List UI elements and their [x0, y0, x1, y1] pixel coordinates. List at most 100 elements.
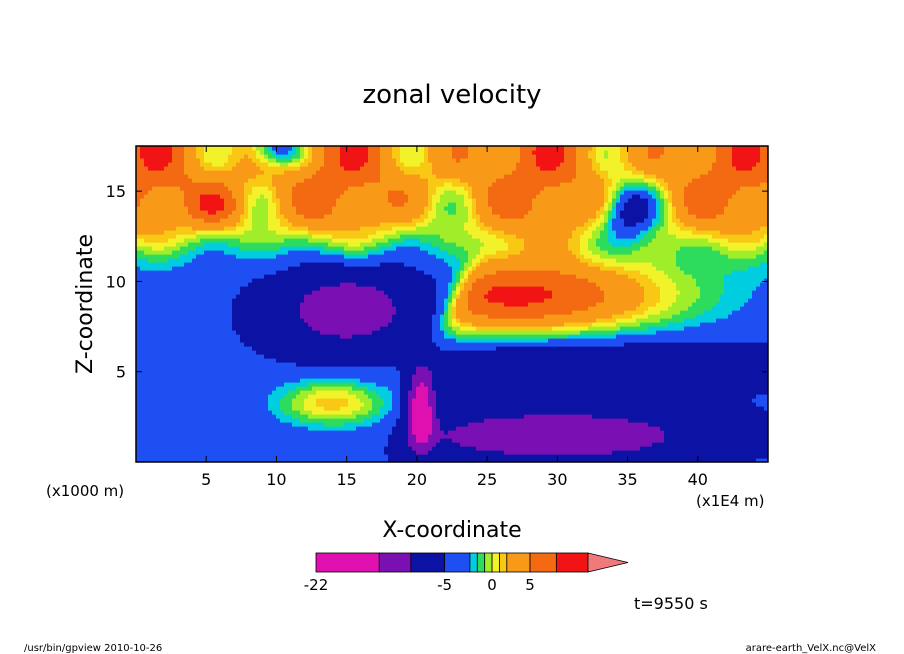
- field-cell: [404, 170, 433, 175]
- field-cell: [608, 218, 613, 223]
- field-cell: [588, 218, 597, 223]
- field-cell: [172, 154, 185, 159]
- field-cell: [388, 454, 768, 459]
- field-cell: [644, 170, 709, 175]
- field-cell: [616, 202, 625, 207]
- field-cell: [460, 286, 465, 291]
- field-cell: [252, 146, 257, 151]
- field-cell: [608, 214, 613, 219]
- field-cell: [136, 270, 277, 275]
- field-cell: [656, 182, 661, 187]
- field-cell: [568, 246, 581, 251]
- field-cell: [324, 162, 341, 167]
- field-cell: [252, 190, 273, 195]
- field-cell: [232, 318, 305, 323]
- field-cell: [728, 314, 768, 319]
- field-cell: [200, 162, 213, 167]
- field-cell: [308, 150, 313, 155]
- field-cell: [428, 398, 437, 403]
- field-cell: [184, 190, 233, 195]
- x-axis-label: X-coordinate: [382, 518, 521, 543]
- field-cell: [300, 314, 393, 319]
- field-cell: [440, 346, 497, 351]
- field-cell: [644, 310, 661, 315]
- field-cell: [304, 158, 313, 163]
- field-cell: [536, 146, 565, 151]
- field-cell: [712, 306, 741, 311]
- field-cell: [448, 250, 469, 255]
- field-cell: [272, 410, 285, 415]
- field-cell: [460, 326, 477, 331]
- field-cell: [312, 234, 333, 239]
- field-cell: [276, 150, 289, 155]
- field-cell: [432, 370, 768, 375]
- field-cell: [608, 150, 621, 155]
- field-cell: [140, 202, 185, 207]
- field-cell: [576, 226, 589, 231]
- field-cell: [456, 206, 469, 211]
- field-cell: [396, 162, 405, 167]
- field-cell: [676, 206, 689, 211]
- field-cell: [708, 170, 768, 175]
- field-cell: [448, 282, 453, 287]
- field-cell: [728, 254, 757, 259]
- field-cell: [436, 294, 449, 299]
- field-cell: [436, 286, 449, 291]
- field-cell: [368, 234, 385, 239]
- field-cell: [476, 206, 493, 211]
- field-cell: [632, 194, 641, 199]
- field-cell: [760, 146, 768, 151]
- field-cell: [488, 258, 581, 263]
- field-cell: [748, 298, 768, 303]
- field-cell: [284, 394, 297, 399]
- field-cell: [184, 146, 197, 151]
- field-cell: [484, 294, 553, 299]
- field-cell: [372, 330, 433, 335]
- field-cell: [260, 150, 265, 155]
- field-cell: [268, 162, 281, 167]
- field-cell: [392, 314, 433, 319]
- x-unit-label: (x1E4 m): [696, 492, 765, 510]
- field-cell: [420, 246, 441, 251]
- field-cell: [388, 190, 405, 195]
- field-cell: [496, 346, 768, 351]
- field-cell: [416, 434, 429, 439]
- field-cell: [600, 230, 609, 235]
- field-cell: [240, 218, 245, 223]
- field-cell: [680, 310, 705, 315]
- field-cell: [572, 310, 625, 315]
- field-cell: [280, 418, 301, 423]
- field-cell: [592, 322, 617, 327]
- field-cell: [244, 218, 253, 223]
- field-cell: [320, 330, 373, 335]
- field-cell: [312, 174, 381, 179]
- field-cell: [584, 222, 593, 227]
- field-cell: [340, 334, 353, 339]
- field-cell: [520, 250, 573, 255]
- field-cell: [304, 318, 393, 323]
- field-cell: [668, 186, 685, 191]
- field-cell: [232, 298, 305, 303]
- field-cell: [320, 286, 377, 291]
- field-cell: [292, 222, 381, 227]
- field-cell: [576, 158, 593, 163]
- field-cell: [240, 338, 433, 343]
- field-cell: [452, 290, 457, 295]
- colorbar-tick-label: 5: [525, 576, 535, 594]
- field-cell: [208, 210, 217, 215]
- field-cell: [244, 194, 249, 199]
- field-cell: [600, 286, 645, 291]
- field-cell: [604, 206, 609, 211]
- field-cell: [340, 406, 361, 411]
- field-cell: [640, 230, 649, 235]
- field-cell: [472, 322, 565, 327]
- field-cell: [420, 214, 429, 219]
- field-cell: [392, 202, 405, 207]
- field-cell: [688, 306, 713, 311]
- field-cell: [660, 226, 669, 231]
- field-cell: [292, 414, 309, 419]
- field-cell: [596, 226, 605, 231]
- field-cell: [380, 154, 393, 159]
- field-cell: [468, 218, 477, 223]
- field-cell: [644, 290, 661, 295]
